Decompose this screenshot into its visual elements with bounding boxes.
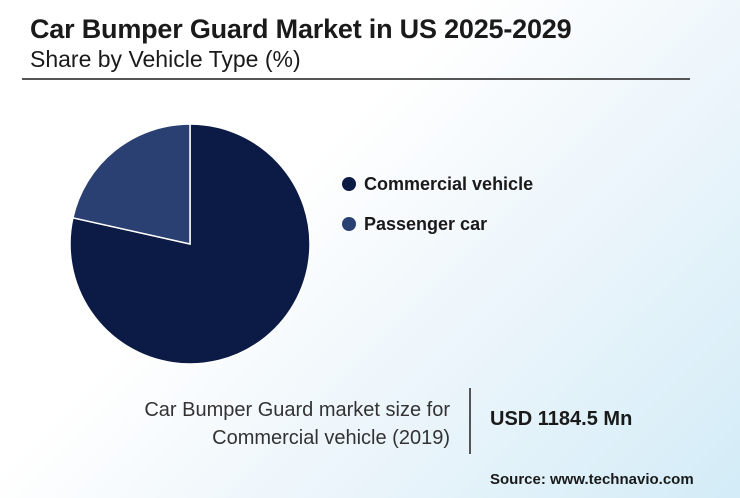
- market-size-label-line1: Car Bumper Guard market size for: [144, 399, 450, 421]
- pie-slice-commercial-vehicle: [69, 123, 311, 365]
- legend-label: Commercial vehicle: [364, 173, 534, 194]
- pie-slice-passenger-car: [71, 123, 191, 245]
- stat-divider: [469, 388, 471, 454]
- legend-item-commercial-vehicle: Commercial vehicle: [342, 172, 533, 196]
- source-credit: Source: www.technavio.com: [490, 471, 694, 488]
- header-divider: [22, 78, 690, 80]
- market-size-label-line2: Commercial vehicle (2019): [212, 427, 450, 449]
- market-size-label: Car Bumper Guard market size for Commerc…: [144, 396, 450, 452]
- market-size-value: USD 1184.5 Mn: [490, 408, 633, 430]
- chart-subtitle: Share by Vehicle Type (%): [30, 46, 301, 72]
- legend: Commercial vehicle Passenger car: [342, 172, 533, 252]
- legend-label: Passenger car: [364, 213, 488, 234]
- chart-title: Car Bumper Guard Market in US 2025-2029: [30, 14, 572, 44]
- legend-swatch-commercial-vehicle: [342, 177, 356, 191]
- legend-item-passenger-car: Passenger car: [342, 212, 533, 236]
- legend-swatch-passenger-car: [342, 217, 356, 231]
